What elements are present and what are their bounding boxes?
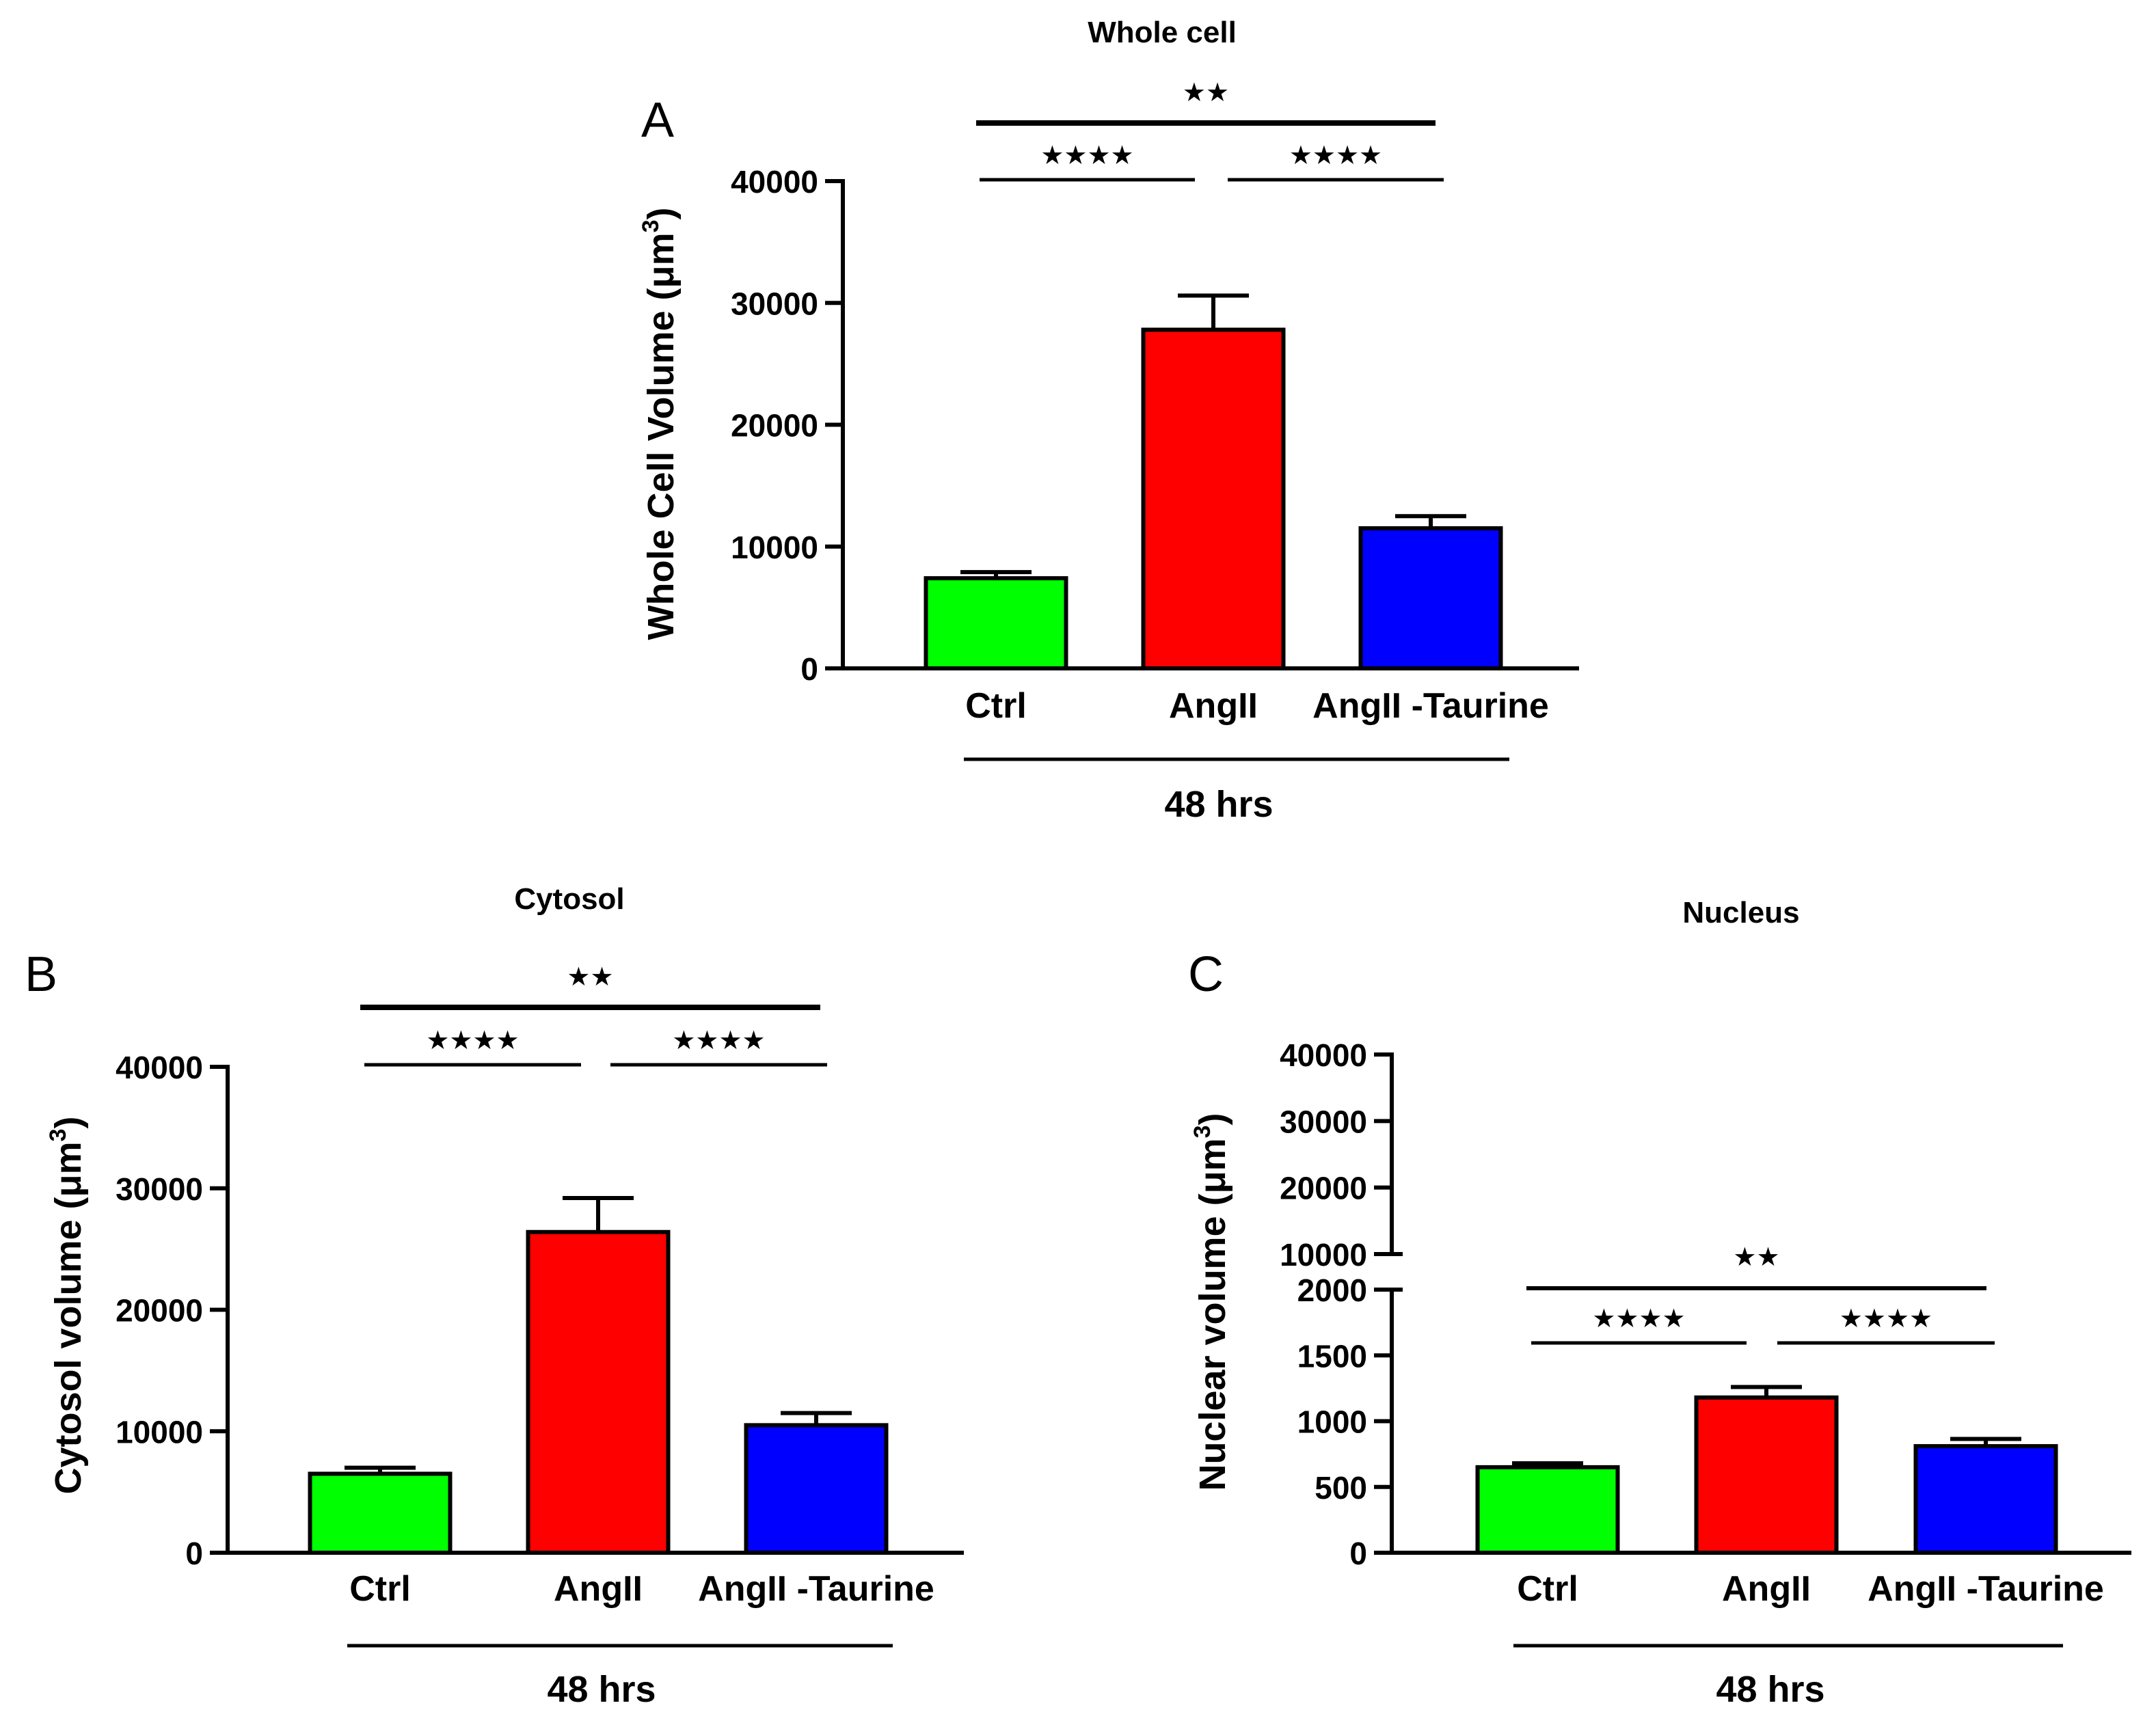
x-tick-label: Ctrl <box>1517 1569 1578 1609</box>
y-tick-label: 0 <box>800 651 818 687</box>
panel-title: Nucleus <box>1682 896 1799 929</box>
x-tick-label: AngII <box>554 1569 643 1609</box>
y-tick-label: 10000 <box>731 530 818 565</box>
significance-label: ★★★★ <box>426 1026 519 1055</box>
bar <box>1913 1444 2058 1555</box>
y-tick-label: 1000 <box>1297 1404 1367 1440</box>
panel-title: Cytosol <box>514 882 624 916</box>
y-tick-label: 2000 <box>1297 1273 1367 1308</box>
y-tick-label: 30000 <box>116 1171 203 1207</box>
significance-label: ★★ <box>1733 1243 1779 1272</box>
significance-label: ★★ <box>1183 79 1229 107</box>
x-tick-label: Ctrl <box>349 1569 411 1609</box>
panel-c-nucleus: Nucleus C Nuclear volume (μm3) 48 hrs Ct… <box>1188 896 2131 1710</box>
panel-letter: B <box>25 947 57 1002</box>
bar <box>924 576 1068 670</box>
significance-label: ★★★★ <box>1289 141 1382 170</box>
y-tick-label: 20000 <box>116 1293 203 1329</box>
x-tick-label: Ctrl <box>965 686 1027 726</box>
y-axis-label: Nuclear volume (μm3) <box>1189 1113 1233 1491</box>
bar <box>1141 327 1286 670</box>
bar <box>308 1471 453 1555</box>
bar <box>1694 1395 1839 1555</box>
x-tick-label: AngII -Taurine <box>1312 686 1549 726</box>
bar <box>1358 526 1503 671</box>
significance-label: ★★★★ <box>1592 1305 1685 1333</box>
y-tick-label: 500 <box>1315 1470 1367 1506</box>
y-tick-label: 10000 <box>1280 1237 1367 1273</box>
bar <box>744 1423 889 1555</box>
x-group-label: 48 hrs <box>1716 1669 1824 1710</box>
panel-title: Whole cell <box>1088 16 1237 49</box>
x-tick-label: AngII <box>1722 1569 1811 1609</box>
y-tick-label: 1500 <box>1297 1338 1367 1374</box>
x-tick-label: AngII -Taurine <box>1868 1569 2104 1609</box>
panel-a-whole-cell: Whole cell A Whole Cell Volume (μm3) 48 … <box>638 16 1579 825</box>
y-tick-label: 40000 <box>731 164 818 200</box>
y-tick-label: 0 <box>1349 1536 1367 1571</box>
y-tick-label: 40000 <box>1280 1037 1367 1073</box>
panel-b-cytosol: Cytosol B Cytosol volume (μm3) 48 hrs Ct… <box>25 882 964 1710</box>
panel-letter: A <box>641 93 674 148</box>
bar <box>1475 1465 1620 1555</box>
y-tick-label: 0 <box>185 1536 203 1571</box>
x-group-label: 48 hrs <box>547 1669 656 1710</box>
x-tick-label: AngII <box>1169 686 1258 726</box>
y-tick-label: 30000 <box>1280 1104 1367 1139</box>
y-axis-label: Cytosol volume (μm3) <box>45 1116 89 1494</box>
y-tick-label: 10000 <box>116 1414 203 1450</box>
significance-label: ★★★★ <box>672 1026 765 1055</box>
y-tick-label: 20000 <box>731 408 818 444</box>
significance-label: ★★★★ <box>1840 1305 1932 1333</box>
x-tick-label: AngII -Taurine <box>698 1569 934 1609</box>
y-tick-label: 30000 <box>731 286 818 321</box>
y-tick-label: 40000 <box>116 1050 203 1085</box>
panel-letter: C <box>1188 947 1224 1002</box>
significance-label: ★★★★ <box>1040 141 1133 170</box>
y-axis-label: Whole Cell Volume (μm3) <box>638 208 682 640</box>
x-group-label: 48 hrs <box>1164 784 1273 825</box>
significance-label: ★★ <box>567 963 613 992</box>
y-tick-label: 20000 <box>1280 1171 1367 1206</box>
bar <box>526 1229 671 1555</box>
